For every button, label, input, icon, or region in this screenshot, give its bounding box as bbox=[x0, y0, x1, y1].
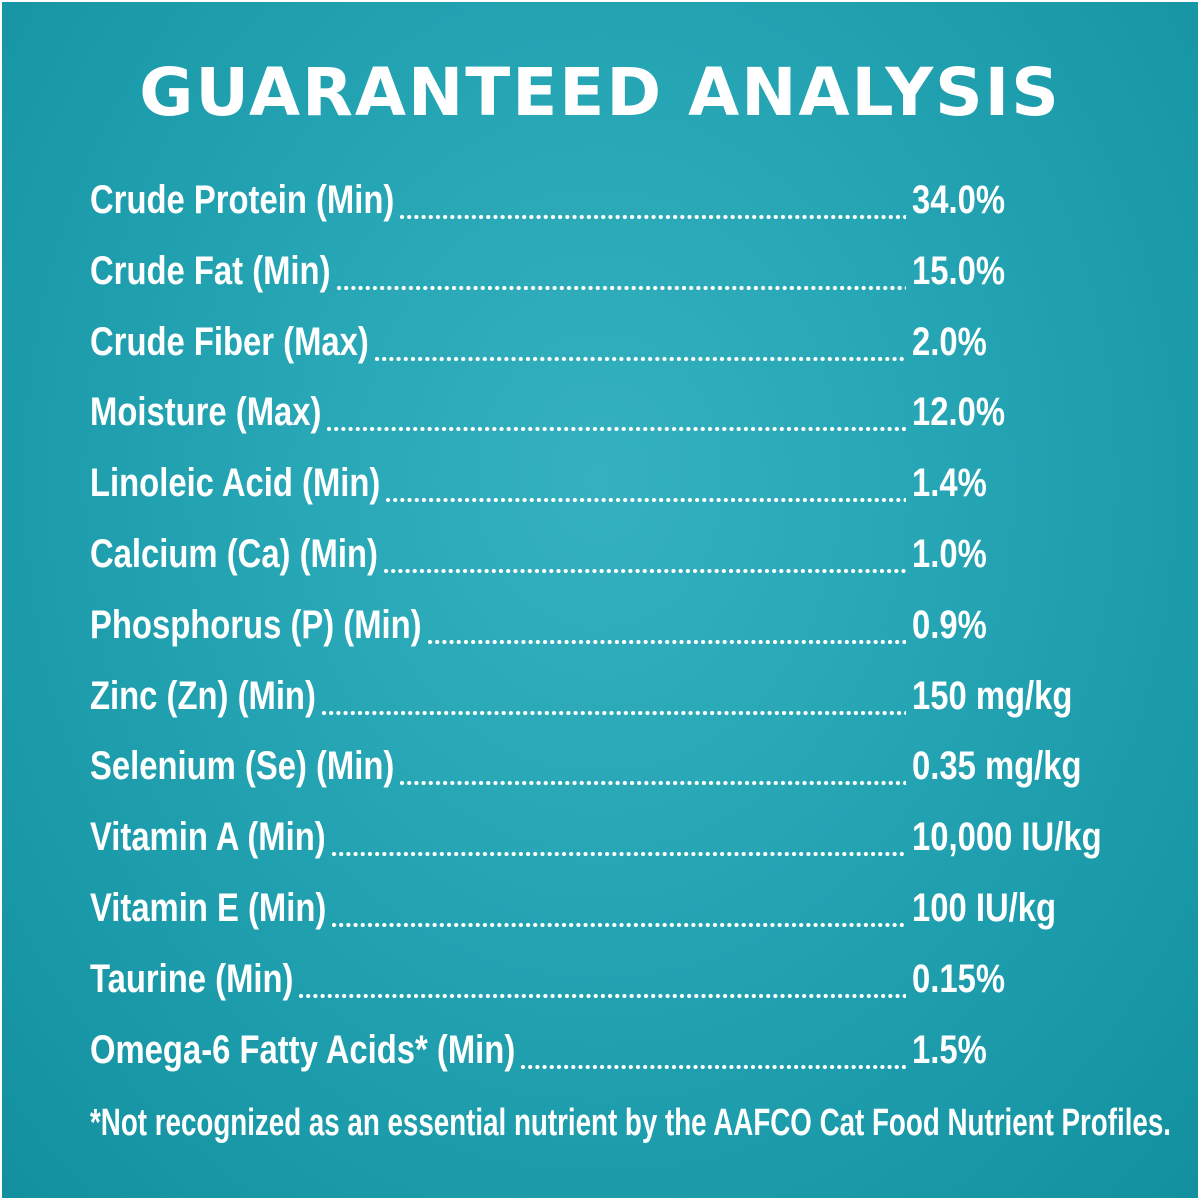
nutrient-value: 0.15% bbox=[912, 956, 1006, 1001]
nutrient-value: 100 IU/kg bbox=[912, 885, 1057, 930]
table-row: Phosphorus (P) (Min) 0.9% bbox=[90, 595, 1130, 666]
nutrient-value: 0.35 mg/kg bbox=[912, 744, 1082, 789]
nutrient-value: 2.0% bbox=[912, 319, 987, 364]
nutrient-name: Vitamin E (Min) bbox=[90, 885, 327, 930]
nutrient-value: 1.5% bbox=[912, 1027, 987, 1072]
dot-leader bbox=[332, 921, 906, 928]
nutrient-value: 150 mg/kg bbox=[912, 673, 1073, 718]
table-row: Taurine (Min) 0.15% bbox=[90, 949, 1130, 1020]
nutrient-value: 1.0% bbox=[912, 531, 987, 576]
table-row: Vitamin A (Min) 10,000 IU/kg bbox=[90, 807, 1130, 878]
table-row: Calcium (Ca) (Min) 1.0% bbox=[90, 524, 1130, 595]
table-row: Linoleic Acid (Min) 1.4% bbox=[90, 453, 1130, 524]
dot-leader bbox=[400, 214, 906, 220]
nutrient-name: Crude Fiber (Max) bbox=[90, 319, 369, 364]
nutrient-name: Crude Protein (Min) bbox=[90, 178, 395, 222]
nutrient-name: Omega-6 Fatty Acids* (Min) bbox=[90, 1027, 516, 1072]
dot-leader bbox=[321, 709, 906, 716]
nutrient-value: 34.0% bbox=[912, 178, 1006, 222]
table-row: Moisture (Max) 12.0% bbox=[90, 382, 1130, 453]
table-row: Selenium (Se) (Min) 0.35 mg/kg bbox=[90, 736, 1130, 807]
nutrient-name: Calcium (Ca) (Min) bbox=[90, 531, 378, 576]
page-title: GUARANTEED ANALYSIS bbox=[139, 54, 1061, 131]
dot-leader bbox=[427, 638, 906, 645]
dot-leader bbox=[383, 567, 906, 574]
analysis-table: Crude Protein (Min) 34.0% Crude Fat (Min… bbox=[90, 170, 1130, 1090]
nutrient-name: Taurine (Min) bbox=[90, 956, 294, 1001]
nutrient-name: Linoleic Acid (Min) bbox=[90, 461, 381, 506]
nutrient-value: 10,000 IU/kg bbox=[912, 815, 1102, 860]
dot-leader bbox=[327, 426, 906, 433]
nutrient-name: Vitamin A (Min) bbox=[90, 815, 326, 860]
dot-leader bbox=[521, 1063, 906, 1070]
nutrient-name: Phosphorus (P) (Min) bbox=[90, 602, 422, 647]
table-row: Crude Protein (Min) 34.0% bbox=[90, 170, 1130, 241]
nutrient-name: Zinc (Zn) (Min) bbox=[90, 673, 316, 718]
nutrient-name: Crude Fat (Min) bbox=[90, 248, 331, 293]
nutrient-name: Moisture (Max) bbox=[90, 390, 322, 435]
dot-leader bbox=[400, 780, 906, 787]
table-row: Vitamin E (Min) 100 IU/kg bbox=[90, 878, 1130, 949]
nutrient-value: 1.4% bbox=[912, 461, 987, 506]
table-row: Crude Fiber (Max) 2.0% bbox=[90, 312, 1130, 383]
nutrient-name: Selenium (Se) (Min) bbox=[90, 744, 395, 789]
nutrient-value: 12.0% bbox=[912, 390, 1006, 435]
table-row: Omega-6 Fatty Acids* (Min) 1.5% bbox=[90, 1020, 1130, 1091]
dot-leader bbox=[331, 851, 906, 858]
dot-leader bbox=[299, 992, 906, 999]
dot-leader bbox=[336, 284, 906, 291]
nutrient-value: 15.0% bbox=[912, 248, 1006, 293]
table-row: Zinc (Zn) (Min) 150 mg/kg bbox=[90, 666, 1130, 737]
dot-leader bbox=[386, 497, 906, 504]
dot-leader bbox=[374, 355, 906, 362]
nutrient-value: 0.9% bbox=[912, 602, 987, 647]
table-row: Crude Fat (Min) 15.0% bbox=[90, 241, 1130, 312]
footnote: *Not recognized as an essential nutrient… bbox=[90, 1102, 1171, 1144]
